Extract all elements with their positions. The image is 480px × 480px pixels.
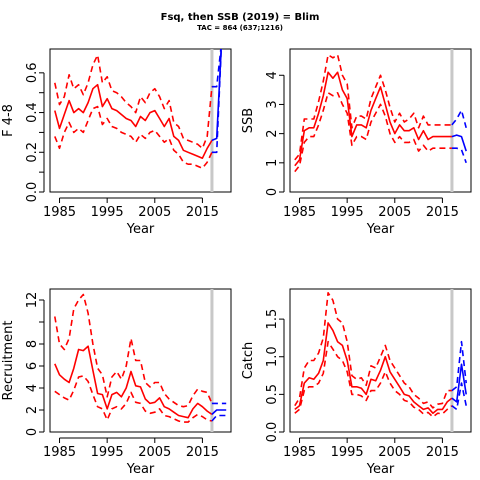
x-tick-label: 1985 <box>43 205 76 220</box>
figure-title: Fsq, then SSB (2019) = Blim <box>161 12 320 23</box>
x-tick-label: 2005 <box>138 205 171 220</box>
x-axis-title: Year <box>126 222 155 237</box>
x-tick-label: 2015 <box>186 205 219 220</box>
history-interval-line <box>294 340 453 418</box>
y-tick-label: 0 <box>25 428 40 436</box>
x-axis-title: Year <box>366 222 395 237</box>
projection-series-group <box>451 340 467 411</box>
projection-interval-line <box>451 382 467 411</box>
projection-estimate-line <box>451 134 467 152</box>
history-interval-line <box>294 291 452 409</box>
y-axis-title: F 4-8 <box>1 104 16 137</box>
y-tick-label: 4 <box>265 71 280 79</box>
y-tick-label: 0.2 <box>25 142 40 163</box>
y-tick-label: 1.5 <box>265 309 280 330</box>
y-tick-label: 3 <box>265 100 280 108</box>
x-axis-title: Year <box>366 462 395 477</box>
x-tick-label: 2005 <box>378 205 411 220</box>
history-interval-line <box>54 105 213 169</box>
history-series-group <box>294 291 453 418</box>
projection-interval-line <box>211 49 222 88</box>
history-series-group <box>294 53 452 173</box>
x-tick-label: 1985 <box>43 445 76 460</box>
x-tick-label: 1995 <box>91 205 124 220</box>
x-tick-label: 2005 <box>378 445 411 460</box>
x-tick-label: 2015 <box>426 445 459 460</box>
x-tick-label: 1985 <box>283 205 316 220</box>
y-tick-label: 2 <box>25 406 40 414</box>
x-tick-label: 1995 <box>331 205 364 220</box>
history-interval-line <box>294 92 452 173</box>
plot-frame <box>289 288 472 433</box>
projection-series-group <box>211 49 223 154</box>
y-axis-title: SSB <box>241 108 256 133</box>
f-panel: 1985 1995 2005 2015 0.0 0.2 0.4 0.6 Year F 4-8 <box>1 48 232 237</box>
history-estimate-line <box>294 322 453 415</box>
y-tick-label: 0.6 <box>25 62 40 83</box>
y-tick-label: 2 <box>265 129 280 137</box>
history-series-group <box>54 54 213 169</box>
history-series-group <box>54 293 213 423</box>
y-tick-label: 4 <box>25 384 40 392</box>
x-tick-label: 2015 <box>426 205 459 220</box>
y-tick-label: 6 <box>25 362 40 370</box>
projection-interval-line <box>451 340 467 392</box>
projection-estimate-line <box>451 363 467 403</box>
y-tick-label: 1.0 <box>265 346 280 367</box>
y-axis-title: Recruitment <box>1 321 16 401</box>
projection-series-group <box>211 402 227 422</box>
history-interval-line <box>54 375 213 423</box>
y-tick-label: 0.0 <box>265 422 280 443</box>
projection-series-group <box>451 109 467 164</box>
x-axis-title: Year <box>126 462 155 477</box>
plot-frame <box>49 48 232 193</box>
y-tick-label: 12 <box>25 292 40 309</box>
y-tick-label: 0 <box>265 188 280 196</box>
projection-interval-line <box>451 147 467 164</box>
x-tick-label: 1985 <box>283 445 316 460</box>
projection-estimate-line <box>211 409 227 415</box>
catch-panel: 1985 1995 2005 2015 0.0 0.5 1.0 1.5 Year Catch <box>241 288 472 477</box>
projection-interval-line <box>211 49 223 154</box>
figure-subtitle: TAC = 864 (637;1216) <box>197 24 283 32</box>
recruitment-panel: 1985 1995 2005 2015 0 2 4 6 8 12 Year Recruitment <box>1 288 232 477</box>
y-tick-label: 0.0 <box>25 182 40 203</box>
projection-interval-line <box>451 109 467 129</box>
history-interval-line <box>294 53 452 161</box>
x-tick-label: 2015 <box>186 445 219 460</box>
y-tick-label: 0.5 <box>265 384 280 405</box>
ssb-panel: 1985 1995 2005 2015 0 1 2 3 4 Year SSB <box>241 48 472 237</box>
x-tick-label: 1995 <box>91 445 124 460</box>
plot-frame <box>49 288 232 433</box>
plot-frame <box>289 48 472 193</box>
history-estimate-line <box>54 83 213 159</box>
y-tick-label: 8 <box>25 340 40 348</box>
history-estimate-line <box>54 345 213 419</box>
x-tick-label: 1995 <box>331 445 364 460</box>
projection-interval-line <box>211 414 227 422</box>
y-axis-title: Catch <box>241 342 256 380</box>
history-interval-line <box>54 54 213 150</box>
y-tick-label: 0.4 <box>25 102 40 123</box>
history-interval-line <box>54 293 213 408</box>
history-estimate-line <box>294 71 452 167</box>
x-tick-label: 2005 <box>138 445 171 460</box>
y-tick-label: 1 <box>265 159 280 167</box>
